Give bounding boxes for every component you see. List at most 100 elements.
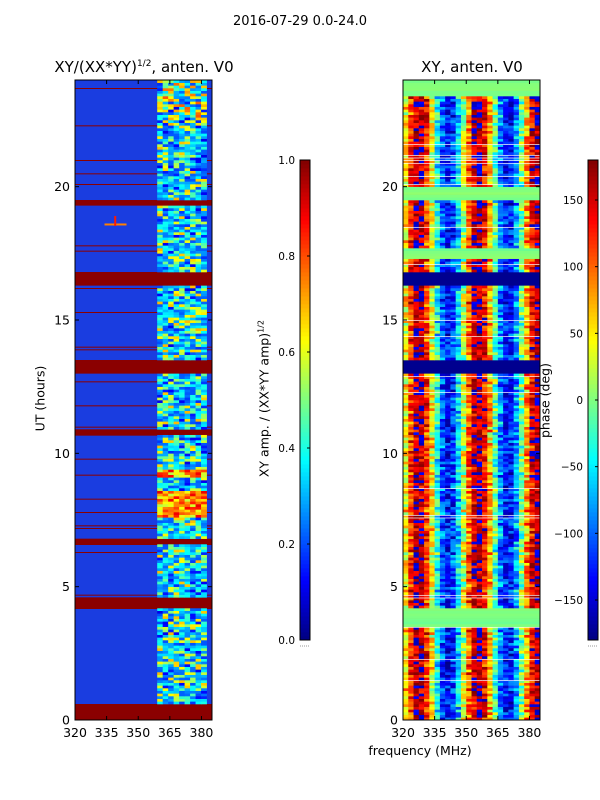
left-heat-cell xyxy=(190,192,196,195)
right-heat-cell xyxy=(434,530,441,534)
right-heat-cell xyxy=(403,680,409,683)
right-heat-cell xyxy=(487,645,493,649)
left-heat-cell xyxy=(190,525,196,529)
right-heat-cell xyxy=(455,402,462,406)
right-heat-cell xyxy=(445,421,451,425)
right-heat-cell xyxy=(429,653,436,657)
right-heat-cell xyxy=(487,514,493,518)
right-heat-cell xyxy=(418,706,425,710)
left-heat-cell xyxy=(162,301,169,305)
right-heat-cell xyxy=(445,541,451,545)
left-heat-cell xyxy=(157,426,164,430)
right-heat-cell xyxy=(476,496,483,499)
right-heat-cell xyxy=(403,560,409,563)
right-heat-cell xyxy=(487,429,493,433)
right-heat-cell xyxy=(403,594,409,598)
right-heat-cell xyxy=(466,706,472,710)
right-heat-cell xyxy=(487,688,493,691)
left-heat-cell xyxy=(162,658,169,662)
left-heat-cell xyxy=(173,194,180,198)
right-heat-cell xyxy=(429,573,436,577)
left-heat-cell xyxy=(168,101,175,105)
right-heat-cell xyxy=(492,648,499,651)
right-heat-cell xyxy=(482,394,488,398)
right-heat-cell xyxy=(418,434,425,438)
left-heat-cell xyxy=(190,189,196,193)
right-heat-cell xyxy=(487,549,493,553)
right-heat-cell xyxy=(460,480,467,483)
left-heat-cell xyxy=(184,645,191,649)
left-heat-cell xyxy=(190,530,196,534)
right-heat-cell xyxy=(487,642,493,646)
left-heat-cell xyxy=(162,136,169,139)
left-heat-cell xyxy=(173,290,180,294)
left-heat-cell xyxy=(168,389,175,393)
right-heat-cell xyxy=(403,480,409,483)
left-heat-cell xyxy=(157,520,164,523)
right-heat-cell xyxy=(413,696,420,699)
right-heat-cell xyxy=(424,474,430,478)
right-heat-cell xyxy=(460,522,467,526)
right-heat-cell xyxy=(424,714,430,718)
right-heat-cell xyxy=(476,525,483,529)
right-heat-cell xyxy=(434,408,441,411)
right-heat-cell xyxy=(487,600,493,603)
left-heat-cell xyxy=(184,424,191,427)
right-heat-cell xyxy=(487,461,493,465)
left-heat-cell xyxy=(168,621,175,625)
left-heat-cell xyxy=(168,474,175,478)
right-heat-cell xyxy=(413,496,420,499)
right-heat-cell xyxy=(476,557,483,561)
right-heat-cell xyxy=(476,645,483,649)
left-heat-cell xyxy=(173,357,180,361)
right-heat-cell xyxy=(497,410,504,414)
left-heat-cell xyxy=(168,237,175,241)
right-heat-cell xyxy=(518,485,525,489)
right-heat-cell xyxy=(429,592,436,595)
right-heat-cell xyxy=(476,717,483,721)
left-heat-cell xyxy=(184,349,191,353)
right-heat-cell xyxy=(418,442,425,446)
right-heat-cell xyxy=(497,589,504,593)
right-heat-cell xyxy=(460,536,467,539)
right-heat-cell xyxy=(424,626,430,630)
right-heat-cell xyxy=(471,573,478,577)
left-heat-cell xyxy=(157,637,164,641)
right-heat-cell xyxy=(450,408,457,411)
left-heat-cell xyxy=(195,354,202,358)
right-heat-cell xyxy=(471,549,478,553)
left-heat-cell xyxy=(173,426,180,430)
left-heat-cell xyxy=(157,648,164,651)
left-heat-cell xyxy=(184,354,191,358)
right-heat-cell xyxy=(413,576,420,579)
right-heat-cell xyxy=(408,400,414,403)
right-heat-cell xyxy=(403,469,409,473)
left-heat-cell xyxy=(162,245,169,249)
right-heat-cell xyxy=(518,688,525,691)
right-heat-cell xyxy=(471,514,478,518)
right-heat-cell xyxy=(529,626,536,630)
right-heat-cell xyxy=(497,464,504,467)
right-heat-cell xyxy=(455,480,462,483)
left-heat-cell xyxy=(162,584,169,587)
right-heat-cell xyxy=(460,429,467,433)
left-heat-cell xyxy=(179,389,185,393)
right-heat-cell xyxy=(403,677,409,681)
right-heat-cell xyxy=(434,661,441,665)
right-heat-cell xyxy=(476,704,483,707)
left-heat-cell xyxy=(162,138,169,142)
left-heat-cell xyxy=(162,224,169,227)
right-heat-cell xyxy=(413,546,420,550)
left-heat-cell xyxy=(190,672,196,675)
right-heat-cell xyxy=(497,586,504,590)
right-heat-cell xyxy=(413,408,420,411)
right-heat-cell xyxy=(403,501,409,505)
right-heat-cell xyxy=(513,445,520,449)
left-heat-cell xyxy=(190,384,196,387)
right-heat-cell xyxy=(476,664,483,667)
right-heat-cell xyxy=(503,506,509,510)
left-heat-cell xyxy=(190,461,196,465)
right-heat-cell xyxy=(524,570,530,574)
right-heat-cell xyxy=(424,445,430,449)
right-heat-cell xyxy=(434,549,441,553)
